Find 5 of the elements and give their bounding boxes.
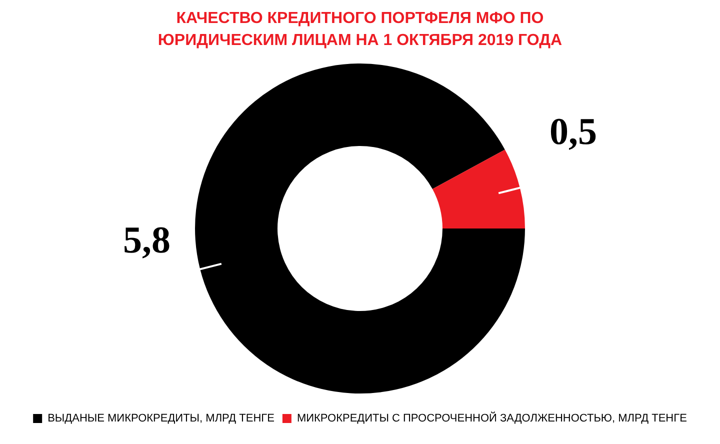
legend-label: ВЫДАНЫЕ МИКРОКРЕДИТЫ, МЛРД ТЕНГЕ xyxy=(48,412,274,425)
legend-label: МИКРОКРЕДИТЫ С ПРОСРОЧЕННОЙ ЗАДОЛЖЕННОСТЬЮ, МЛРД ТЕНГЕ xyxy=(296,412,687,425)
data-label: 0,5 xyxy=(549,111,597,154)
data-label: 5,8 xyxy=(123,220,171,262)
chart-title: КАЧЕСТВО КРЕДИТНОГО ПОРТФЕЛЯ МФО ПО ЮРИДИЧЕСКИМ ЛИЦАМ НА 1 ОКТЯБРЯ 2019 ГОДА xyxy=(156,9,564,51)
